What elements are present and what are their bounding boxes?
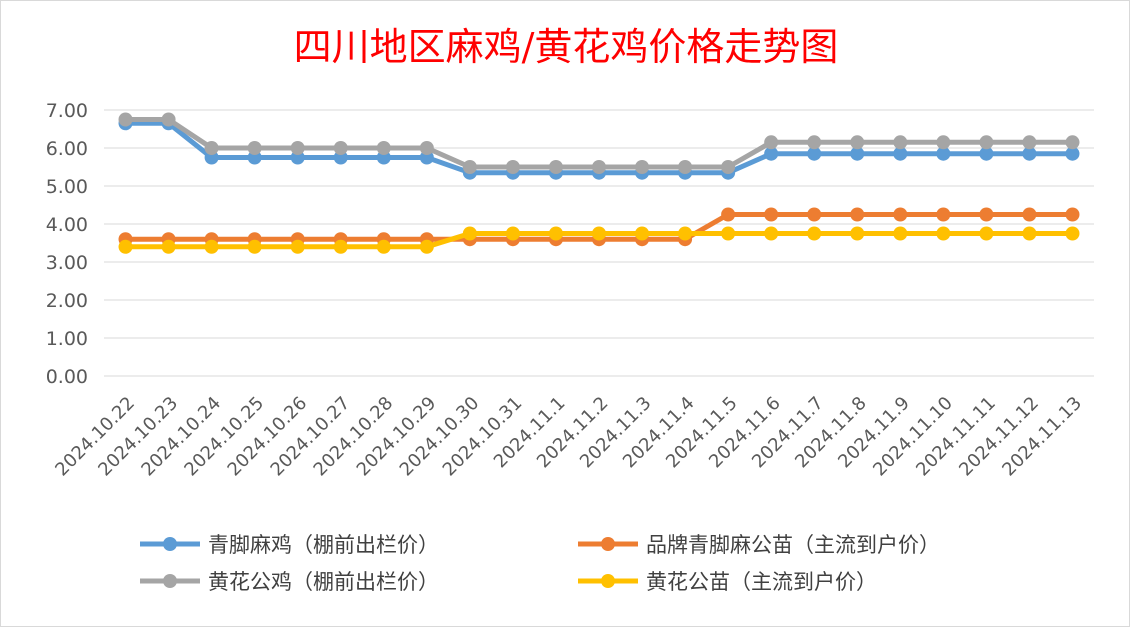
- legend-marker: [601, 574, 615, 588]
- data-point: [505, 226, 520, 241]
- data-point: [979, 146, 994, 161]
- y-tick-label: 7.00: [46, 100, 88, 122]
- data-point: [678, 160, 693, 174]
- data-point: [1022, 207, 1037, 222]
- data-point: [764, 146, 779, 161]
- data-point: [419, 141, 434, 155]
- data-point: [850, 146, 865, 161]
- legend: 青脚麻鸡（棚前出栏价） 品牌青脚麻公苗（主流到户价） 黄花公鸡（棚前出栏价） 黄花公苗…: [140, 533, 940, 594]
- data-point: [333, 141, 348, 155]
- data-point: [807, 146, 822, 161]
- data-point: [678, 226, 693, 241]
- data-point: [462, 226, 477, 241]
- legend-item: 品牌青脚麻公苗（主流到户价）: [578, 533, 940, 557]
- data-point: [807, 226, 822, 241]
- data-point: [548, 160, 563, 174]
- data-point: [893, 135, 908, 150]
- data-point: [505, 160, 520, 174]
- data-point: [764, 207, 779, 222]
- y-tick-label: 0.00: [46, 366, 88, 388]
- data-point: [118, 239, 133, 254]
- data-point: [290, 141, 305, 155]
- series-3: [118, 226, 1080, 254]
- data-point: [979, 226, 994, 241]
- data-point: [635, 160, 650, 174]
- data-point: [807, 135, 822, 150]
- data-point: [1065, 226, 1080, 241]
- data-point: [548, 226, 563, 241]
- data-point: [462, 160, 477, 174]
- y-tick-label: 3.00: [46, 252, 88, 274]
- x-axis-ticks: 2024.10.222024.10.232024.10.242024.10.25…: [51, 393, 1086, 481]
- legend-marker: [601, 537, 615, 551]
- data-point: [1022, 226, 1037, 241]
- data-point: [161, 112, 176, 127]
- data-point: [592, 226, 606, 241]
- data-point: [592, 160, 606, 174]
- data-point: [247, 141, 262, 155]
- legend-item: 黄花公鸡（棚前出栏价）: [140, 570, 439, 594]
- y-axis-ticks: 0.00 1.00 2.00 3.00 4.00 5.00 6.00 7.00: [46, 100, 88, 388]
- data-point: [118, 112, 133, 127]
- data-point: [419, 239, 434, 254]
- legend-label: 品牌青脚麻公苗（主流到户价）: [646, 533, 940, 557]
- legend-label: 青脚麻鸡（棚前出栏价）: [208, 533, 439, 557]
- data-point: [936, 135, 951, 150]
- data-point: [979, 135, 994, 150]
- data-point: [204, 141, 219, 155]
- data-point: [1022, 135, 1037, 150]
- series-group: [118, 112, 1080, 254]
- data-point: [376, 141, 391, 155]
- legend-label: 黄花公鸡（棚前出栏价）: [208, 570, 439, 594]
- legend-item: 黄花公苗（主流到户价）: [578, 570, 877, 594]
- data-point: [1065, 146, 1080, 161]
- data-point: [850, 207, 865, 222]
- legend-marker: [163, 574, 177, 588]
- data-point: [1022, 146, 1037, 161]
- data-point: [936, 226, 951, 241]
- y-tick-label: 4.00: [46, 214, 88, 236]
- legend-marker: [163, 537, 177, 551]
- data-point: [290, 239, 305, 254]
- data-point: [850, 226, 865, 241]
- data-point: [204, 239, 219, 254]
- data-point: [161, 239, 176, 254]
- data-point: [807, 207, 822, 222]
- data-point: [721, 160, 736, 174]
- data-point: [893, 146, 908, 161]
- y-tick-label: 6.00: [46, 138, 88, 160]
- y-tick-label: 2.00: [46, 290, 88, 312]
- data-point: [635, 226, 650, 241]
- series-2: [118, 112, 1080, 174]
- data-point: [936, 207, 951, 222]
- data-point: [936, 146, 951, 161]
- chart-title: 四川地区麻鸡/黄花鸡价格走势图: [294, 25, 839, 69]
- data-point: [893, 226, 908, 241]
- data-point: [721, 226, 736, 241]
- data-point: [893, 207, 908, 222]
- data-point: [721, 207, 736, 222]
- data-point: [247, 239, 262, 254]
- data-point: [764, 135, 779, 150]
- y-tick-label: 5.00: [46, 176, 88, 198]
- legend-label: 黄花公苗（主流到户价）: [646, 570, 877, 594]
- data-point: [979, 207, 994, 222]
- data-point: [333, 239, 348, 254]
- data-point: [764, 226, 779, 241]
- data-point: [1065, 207, 1080, 222]
- data-point: [1065, 135, 1080, 150]
- legend-item: 青脚麻鸡（棚前出栏价）: [140, 533, 439, 557]
- data-point: [850, 135, 865, 150]
- data-point: [376, 239, 391, 254]
- y-tick-label: 1.00: [46, 328, 88, 350]
